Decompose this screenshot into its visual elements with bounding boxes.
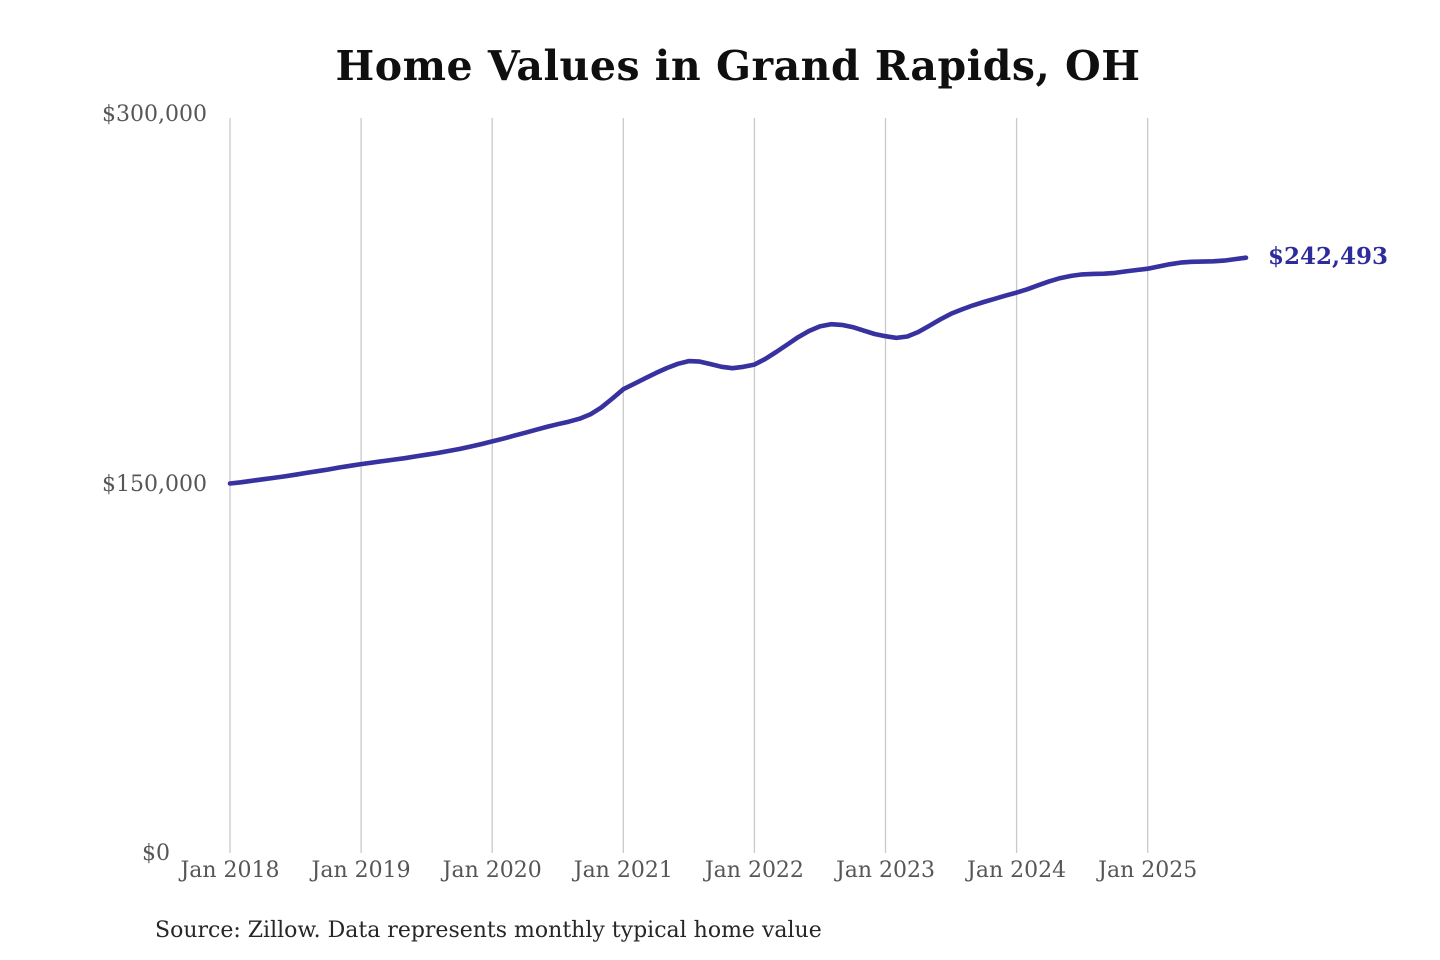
x-tick-label: Jan 2019: [311, 858, 411, 883]
y-tick-label: $0: [142, 841, 170, 866]
x-tick-label: Jan 2023: [835, 858, 936, 883]
x-tick-label: Jan 2018: [180, 858, 280, 883]
x-tick-label: Jan 2021: [573, 858, 673, 883]
x-tick-label: Jan 2025: [1098, 858, 1198, 883]
y-tick-label: $150,000: [102, 471, 207, 497]
y-tick-label: $300,000: [102, 102, 207, 127]
x-tick-label: Jan 2022: [704, 858, 804, 883]
x-tick-label: Jan 2020: [442, 858, 542, 883]
source-note: Source: Zillow. Data represents monthly …: [155, 918, 822, 943]
current-value-label: $242,493: [1268, 242, 1389, 270]
x-tick-label: Jan 2024: [967, 858, 1067, 883]
home-value-line: [227, 255, 1249, 486]
chart-title: Home Values in Grand Rapids, OH: [335, 42, 1141, 90]
